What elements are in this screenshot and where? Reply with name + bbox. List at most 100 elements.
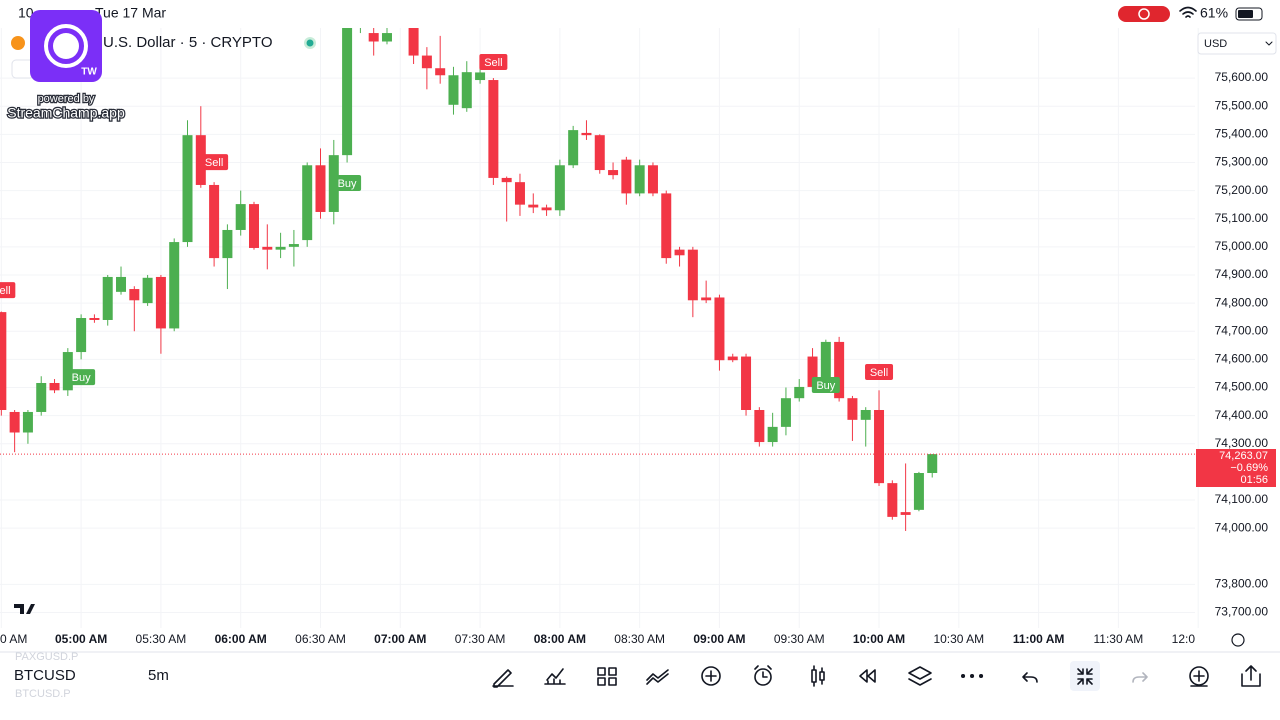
prev-symbol: PAXGUSD.P	[15, 651, 78, 663]
replay-icon[interactable]	[859, 669, 876, 683]
y-tick-label: 75,400.00	[1215, 127, 1269, 141]
candle-body	[355, 8, 365, 28]
add-icon[interactable]	[701, 666, 721, 686]
watchlist-icon[interactable]	[1189, 666, 1209, 686]
candle-body	[780, 398, 791, 427]
candle-body	[541, 207, 552, 211]
y-tick-label: 74,300.00	[1215, 436, 1269, 450]
redo-icon[interactable]	[1132, 672, 1148, 683]
alert-icon[interactable]	[754, 668, 772, 686]
x-tick-label: 05:30 AM	[136, 632, 187, 646]
countdown: 01:56	[1240, 474, 1268, 486]
currency-select[interactable]	[1197, 32, 1277, 55]
candle-body	[448, 75, 459, 105]
logo-dot	[53, 33, 79, 59]
candle-body	[421, 55, 432, 69]
x-tick-label: 08:30 AM	[614, 632, 665, 646]
signal-marker	[333, 174, 362, 191]
record-icon	[1138, 8, 1150, 20]
signal-marker	[200, 154, 229, 171]
signal-label: Buy	[338, 178, 357, 190]
x-tick-label: 10:00 AM	[853, 632, 905, 646]
settings-icon[interactable]	[1231, 633, 1245, 647]
x-tick-label: 11:30 AM	[1093, 632, 1143, 646]
chevron	[1265, 41, 1273, 46]
status-date: Tue 17 Mar	[95, 5, 166, 21]
x-tick-label: 07:30 AM	[455, 632, 506, 646]
candle-body	[554, 165, 565, 211]
x-tick-label: 11:00 AM	[1013, 632, 1065, 646]
x-tick-label: 06:00 AM	[215, 632, 267, 646]
candle-body	[262, 246, 273, 250]
candle-body	[368, 33, 379, 42]
candle-body	[501, 177, 512, 183]
candle-body	[222, 229, 233, 259]
candle-body	[475, 72, 486, 81]
signal-label: Sell	[0, 285, 11, 297]
candle-body	[834, 341, 845, 399]
y-tick-label: 75,300.00	[1215, 155, 1269, 169]
y-tick-label: 75,200.00	[1215, 183, 1269, 197]
share-icon[interactable]	[1241, 665, 1261, 687]
candle-body	[9, 411, 20, 433]
watchlist-plus	[1190, 670, 1208, 687]
logo-ring	[44, 24, 88, 68]
fullscreen-bg[interactable]	[1070, 661, 1100, 691]
wifi-icon	[1179, 6, 1197, 18]
candle-body	[381, 33, 392, 42]
candle-body	[581, 132, 592, 136]
battery-fill	[1238, 10, 1253, 18]
candle-body	[714, 297, 725, 361]
x-tick-label: 09:00 AM	[693, 632, 745, 646]
candle-body	[275, 246, 286, 250]
tv-logo	[14, 604, 35, 614]
candle-body	[860, 409, 871, 420]
indicators-icon[interactable]	[544, 668, 566, 685]
candle-body	[754, 409, 765, 443]
candle-body	[674, 249, 685, 256]
undo-icon[interactable]	[1022, 672, 1038, 683]
symbol-description: U.S. Dollar · 5 · CRYPTO	[103, 34, 272, 51]
y-tick-label: 73,700.00	[1215, 605, 1269, 619]
status-dot	[306, 39, 314, 47]
y-tick-label: 74,400.00	[1215, 408, 1269, 422]
draw-icon[interactable]	[492, 669, 514, 688]
chart-type-icon[interactable]	[811, 665, 825, 687]
y-tick-label: 74,900.00	[1215, 267, 1269, 281]
candle-body	[807, 356, 818, 387]
x-tick-label: 05:00 AM	[55, 632, 107, 646]
signal-label: Buy	[816, 380, 835, 392]
y-tick-label: 74,800.00	[1215, 295, 1269, 309]
candle-body	[461, 72, 472, 109]
axes: 75,600.00 75,500.00 75,400.00 75,300.00 75,2…	[0, 70, 1268, 646]
candle-body	[342, 28, 353, 156]
x-tick-label: 06:30 AM	[295, 632, 346, 646]
layout-icon[interactable]	[597, 667, 617, 686]
candle-body	[116, 276, 127, 292]
logo-text: TW	[81, 67, 97, 78]
symbol[interactable]: BTCUSD	[14, 667, 76, 684]
price-change: −0.69%	[1230, 462, 1268, 474]
x-tick-label: 07:00 AM	[374, 632, 426, 646]
add-plus	[705, 670, 717, 682]
interval[interactable]: 5m	[148, 667, 169, 684]
candle-body	[594, 135, 605, 171]
last-price: 74,263.07	[1219, 450, 1268, 462]
candle-body	[661, 193, 672, 259]
candle-body	[209, 184, 220, 259]
candle-body	[847, 398, 858, 420]
candle-body	[647, 165, 658, 194]
candle-body	[288, 244, 299, 247]
candle-body	[142, 277, 153, 304]
layers-icon[interactable]	[908, 666, 932, 686]
powered-by: powered by	[38, 93, 95, 105]
candle-body	[169, 242, 180, 329]
signal-marker	[479, 54, 508, 71]
compare-icon[interactable]	[646, 669, 669, 685]
y-tick-label: 75,500.00	[1215, 98, 1269, 112]
candles: Sell Buy Sell Buy Sell Buy Sell	[0, 8, 1195, 531]
signal-label: Sell	[870, 367, 888, 379]
status-time: 10	[18, 5, 34, 21]
y-tick-label: 74,000.00	[1215, 520, 1269, 534]
